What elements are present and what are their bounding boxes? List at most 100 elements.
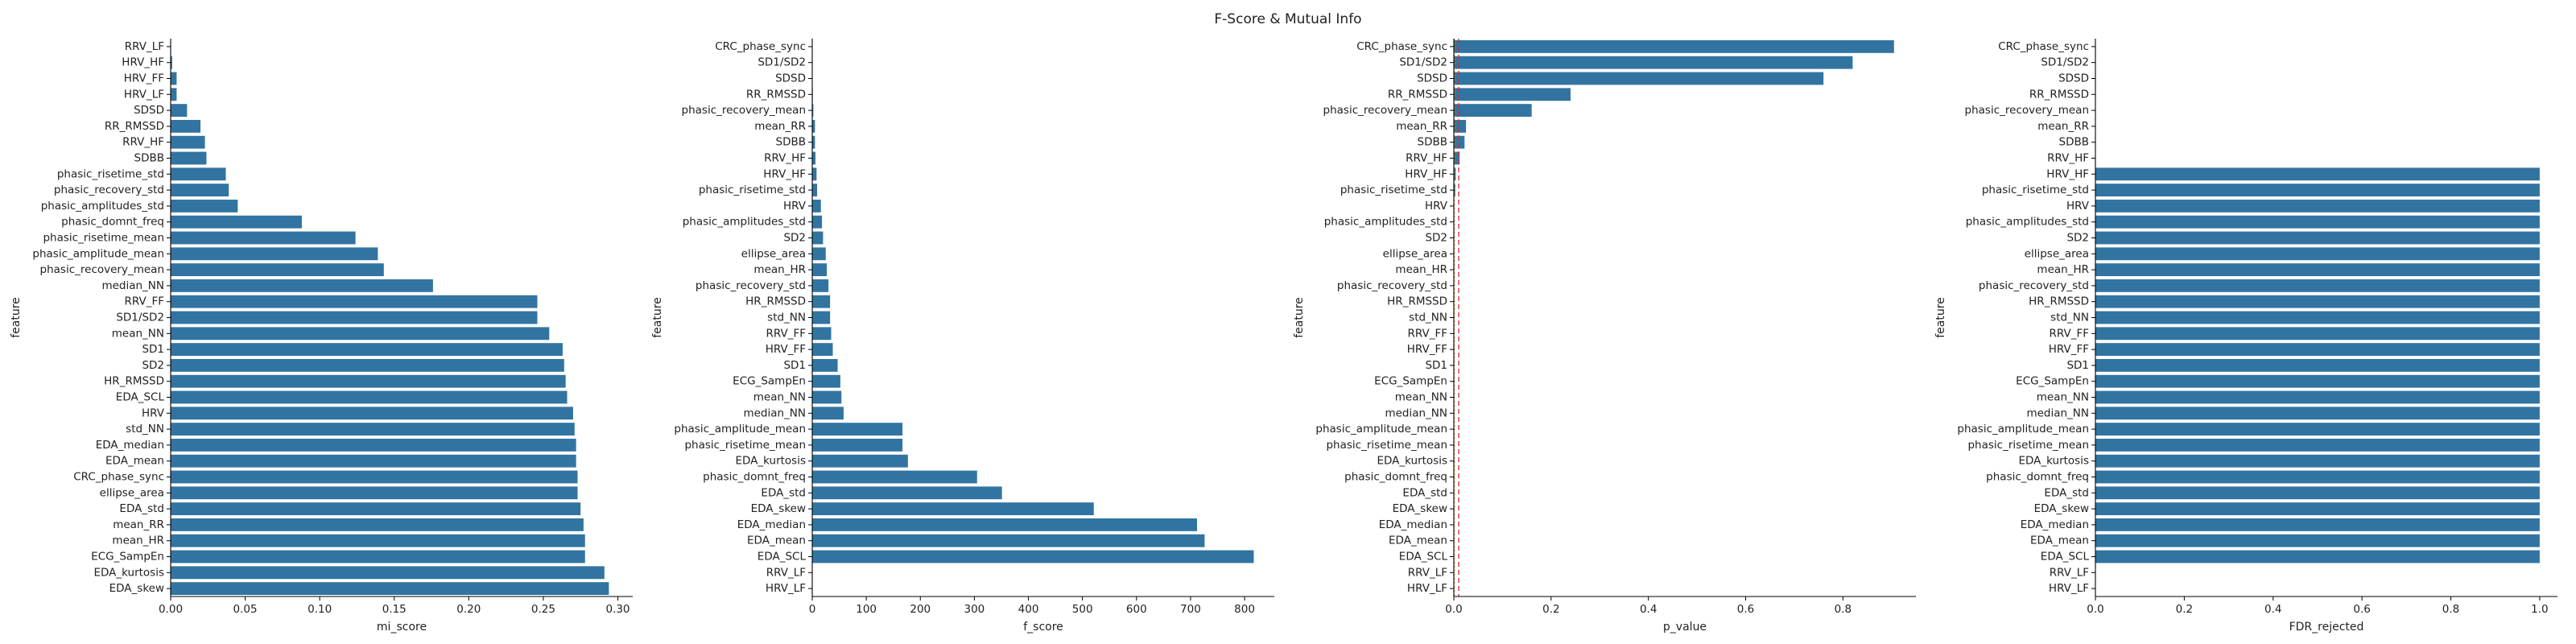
- figure-title: F-Score & Mutual Info: [1214, 11, 1361, 27]
- bar: [2095, 231, 2540, 245]
- bar: [2095, 390, 2540, 404]
- y-tick-label: HRV_LF: [2049, 582, 2089, 595]
- bar: [812, 343, 833, 357]
- bar: [171, 358, 564, 372]
- y-axis-label: feature: [10, 297, 23, 338]
- y-tick-label: HRV_HF: [2046, 167, 2089, 180]
- bar: [171, 199, 238, 213]
- bar: [171, 582, 609, 596]
- y-tick-label: mean_NN: [2037, 391, 2089, 404]
- y-tick-label: SDBB: [776, 136, 807, 149]
- x-tick-label: 0.05: [233, 603, 258, 616]
- bar: [171, 423, 575, 436]
- bar: [171, 327, 550, 341]
- bar: [812, 454, 908, 468]
- bar: [2095, 534, 2540, 547]
- bar: [2095, 279, 2540, 292]
- y-tick-label: phasic_risetime_mean: [1967, 439, 2089, 452]
- bar: [2095, 518, 2540, 531]
- bar: [171, 56, 172, 69]
- y-tick-label: mean_RR: [754, 120, 806, 133]
- y-tick-label: EDA_mean: [747, 535, 806, 547]
- bar: [812, 247, 826, 261]
- y-tick-label: SDBB: [1418, 136, 1448, 149]
- y-tick-label: HRV: [142, 407, 165, 419]
- y-tick-label: RR_RMSSD: [105, 120, 164, 133]
- y-tick-label: phasic_recovery_std: [1337, 279, 1447, 292]
- bar: [812, 231, 824, 245]
- bar: [171, 343, 563, 357]
- y-tick-label: median_NN: [743, 407, 806, 419]
- y-tick-label: SD1/SD2: [116, 312, 164, 324]
- y-tick-label: std_NN: [767, 312, 806, 324]
- bar: [812, 263, 828, 277]
- y-tick-label: phasic_domnt_freq: [1344, 471, 1447, 484]
- bar: [1454, 151, 1460, 165]
- bar: [1454, 39, 1894, 53]
- y-tick-label: phasic_risetime_std: [1340, 184, 1447, 196]
- y-tick-label: EDA_skew: [751, 502, 806, 515]
- y-tick-label: EDA_median: [96, 439, 164, 452]
- bar: [171, 263, 384, 277]
- y-tick-label: phasic_domnt_freq: [703, 471, 806, 484]
- bar: [2095, 407, 2540, 420]
- y-tick-label: EDA_SCL: [758, 551, 807, 564]
- bar: [1454, 104, 1532, 118]
- x-tick-label: 400: [1018, 603, 1039, 616]
- bar: [2095, 199, 2540, 213]
- bar: [2095, 374, 2540, 388]
- bar: [812, 167, 817, 181]
- bar: [1454, 135, 1465, 149]
- y-tick-label: SD2: [1425, 232, 1447, 245]
- bar: [171, 184, 229, 197]
- bar: [812, 119, 815, 133]
- bar: [812, 358, 838, 372]
- bar: [812, 374, 840, 388]
- bar: [812, 311, 831, 324]
- y-tick-label: CRC_phase_sync: [1998, 40, 2089, 53]
- bar: [812, 199, 821, 213]
- bar: [2095, 502, 2540, 516]
- bar: [171, 295, 538, 308]
- y-tick-label: phasic_amplitudes_std: [41, 200, 164, 213]
- y-tick-label: HRV_FF: [124, 72, 164, 85]
- y-tick-label: RRV_HF: [764, 152, 806, 165]
- x-tick-label: 800: [1234, 603, 1255, 616]
- bar: [2095, 486, 2540, 500]
- bar: [171, 151, 207, 165]
- y-tick-label: phasic_amplitude_mean: [1315, 423, 1447, 436]
- bar: [812, 184, 818, 197]
- y-tick-label: SDBB: [2059, 136, 2090, 149]
- x-tick-label: 0.0: [1445, 603, 1462, 616]
- y-tick-label: HRV_LF: [124, 88, 164, 101]
- bar: [171, 566, 605, 580]
- bar: [1454, 88, 1571, 101]
- y-axis-label: feature: [651, 297, 664, 338]
- y-tick-label: mean_HR: [112, 535, 164, 547]
- bar: [171, 247, 378, 261]
- bar: [2095, 358, 2540, 372]
- y-tick-label: phasic_amplitude_mean: [1957, 423, 2089, 436]
- y-tick-label: HRV_HF: [1405, 167, 1447, 180]
- bar: [171, 502, 581, 516]
- y-tick-label: phasic_amplitudes_std: [1966, 216, 2089, 229]
- bar: [812, 407, 844, 420]
- y-tick-label: ellipse_area: [100, 486, 164, 499]
- y-tick-label: phasic_recovery_std: [54, 184, 164, 196]
- y-tick-label: phasic_risetime_std: [1982, 184, 2089, 196]
- y-tick-label: HRV_FF: [2049, 343, 2089, 356]
- x-axis-label: p_value: [1663, 621, 1707, 634]
- bar: [171, 72, 177, 85]
- y-tick-label: ECG_SampEn: [733, 375, 806, 388]
- y-tick-label: HRV_FF: [1407, 343, 1447, 356]
- bar: [812, 104, 814, 118]
- y-tick-label: SD1/SD2: [1399, 56, 1447, 69]
- bar: [2095, 470, 2540, 484]
- y-tick-label: RR_RMSSD: [1388, 88, 1447, 101]
- y-tick-label: phasic_risetime_mean: [1326, 439, 1447, 452]
- y-tick-label: RR_RMSSD: [2029, 88, 2089, 101]
- bar: [812, 534, 1205, 547]
- y-tick-label: phasic_recovery_mean: [1965, 104, 2089, 117]
- bar: [171, 470, 578, 484]
- bar: [2095, 215, 2540, 229]
